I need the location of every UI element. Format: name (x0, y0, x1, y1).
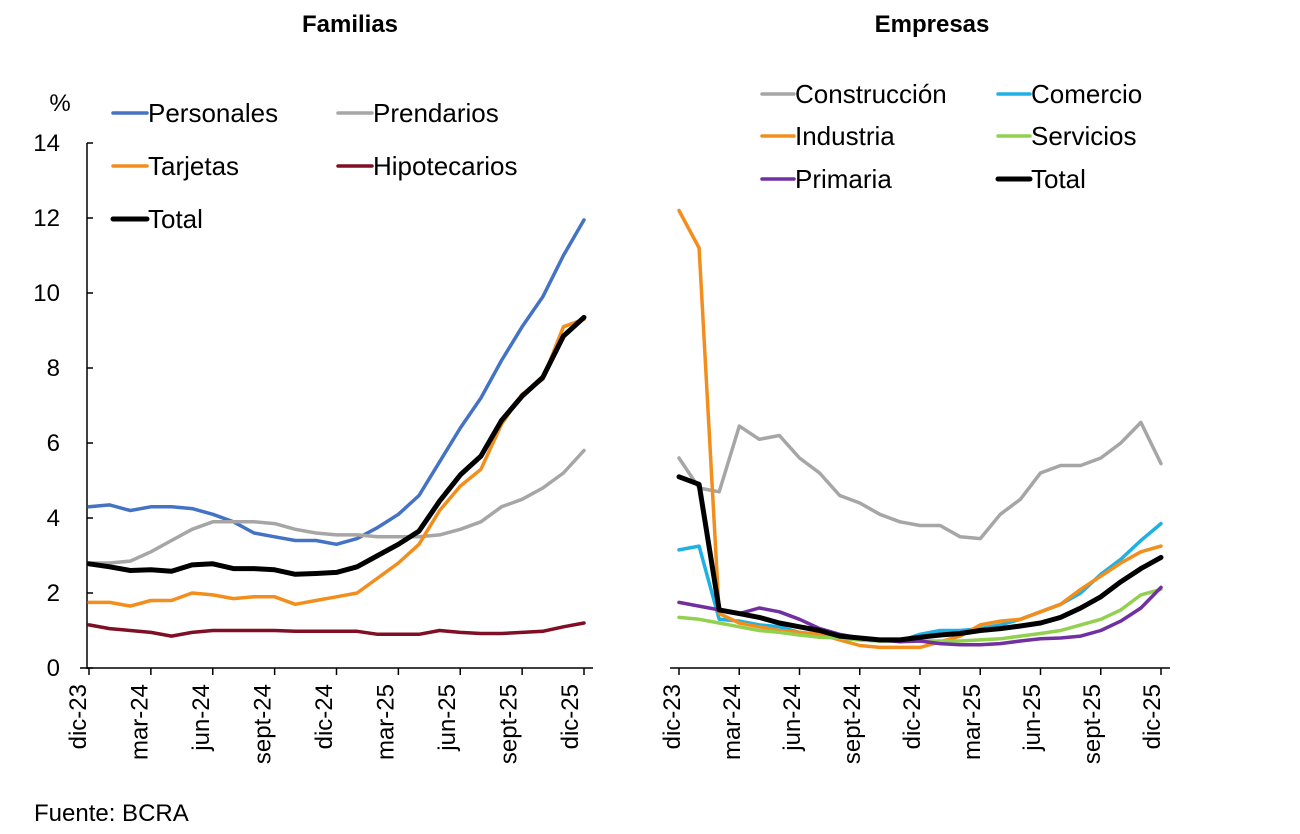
chart1-series-tarjetas (87, 317, 586, 608)
chart2-x-tick-label: sept-24 (839, 684, 866, 764)
chart1-x-tick-label: dic-24 (311, 684, 338, 749)
chart1-x-tick-label: dic-23 (65, 684, 92, 749)
chart2-x-tick-label: dic-24 (899, 684, 926, 749)
chart2-legend-label-total: Total (1031, 164, 1086, 194)
source-note: Fuente: BCRA (34, 800, 189, 827)
chart2-series-industria (677, 208, 1163, 650)
chart1-y-tick-label: 2 (47, 580, 60, 607)
chart1-series-personales (87, 218, 586, 547)
chart1-legend-label-prendarios: Prendarios (373, 98, 499, 128)
chart1-y-tick-label: 0 (47, 655, 60, 682)
chart1-x-tick-label: sept-25 (496, 684, 523, 764)
chart1-series-hipotecarios (87, 621, 586, 638)
chart1-y-tick-label: 6 (47, 430, 60, 457)
chart1-x-tick-label: mar-24 (127, 684, 154, 760)
chart2-title: Empresas (875, 11, 990, 38)
chart1-legend-label-tarjetas: Tarjetas (148, 151, 239, 181)
chart1-series-total (86, 314, 587, 577)
chart2-legend-label-servicios: Servicios (1031, 121, 1136, 151)
chart2-x-tick-label: dic-23 (659, 684, 686, 749)
chart1-y-tick-label: 12 (33, 205, 60, 232)
chart1-y-tick-label: 14 (33, 130, 60, 157)
chart1-series-prendarios (87, 448, 586, 565)
chart2-legend-label-primaria: Primaria (795, 164, 892, 194)
chart2-x-tick-label: sept-25 (1079, 684, 1106, 764)
chart1-x-tick-label: jun-24 (188, 684, 215, 752)
chart1-y-tick-label: 8 (47, 355, 60, 382)
chart2-series-comercio (677, 521, 1163, 643)
chart2-series-total (676, 474, 1164, 643)
chart1-legend-label-total: Total (148, 204, 203, 234)
chart2-legend-label-comercio: Comercio (1031, 79, 1142, 109)
chart2-x-tick-label: dic-25 (1139, 684, 1166, 749)
chart1-x-tick-label: jun-25 (434, 684, 461, 752)
chart1-legend-label-personales: Personales (148, 98, 278, 128)
chart2-x-tick-label: mar-24 (719, 684, 746, 760)
chart2-series-primaria (677, 585, 1163, 647)
chart2-series-construccion (677, 420, 1163, 541)
chart1-title: Familias (302, 11, 398, 38)
chart2-x-tick-label: jun-24 (779, 684, 806, 752)
chart2-legend-label-construccion: Construcción (795, 79, 947, 109)
chart2-x-tick-label: mar-25 (959, 684, 986, 760)
chart1-x-tick-label: mar-25 (373, 684, 400, 760)
chart1-x-tick-label: sept-24 (250, 684, 277, 764)
chart1-y-tick-label: 10 (33, 280, 60, 307)
chart1-y-tick-label: 4 (47, 505, 60, 532)
chart1-y-unit: % (49, 90, 70, 117)
chart1-legend-label-hipotecarios: Hipotecarios (373, 151, 518, 181)
chart2-legend-label-industria: Industria (795, 121, 895, 151)
chart2-x-tick-label: jun-25 (1019, 684, 1046, 752)
chart1-x-tick-label: dic-25 (557, 684, 584, 749)
